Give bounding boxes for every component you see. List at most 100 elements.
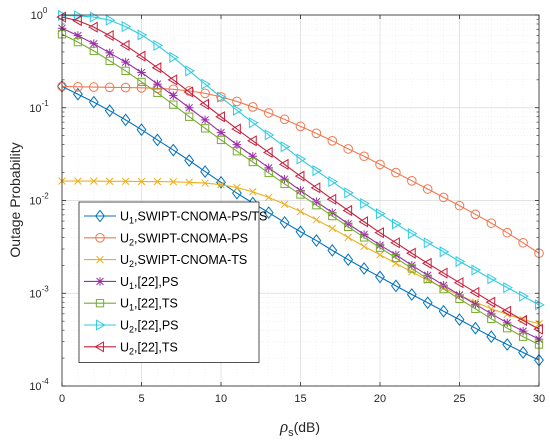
data-point <box>391 167 401 178</box>
data-point <box>312 165 323 177</box>
data-point <box>280 141 291 153</box>
data-point <box>406 288 417 301</box>
data-point <box>518 237 528 248</box>
data-point <box>392 259 400 268</box>
data-point <box>73 10 84 22</box>
data-point <box>153 88 162 97</box>
data-point <box>248 102 258 112</box>
legend-label: U2,SWIPT-CNOMA-TS <box>120 253 247 269</box>
data-point <box>280 200 289 209</box>
data-point <box>375 270 385 284</box>
data-point <box>200 115 210 125</box>
data-point <box>153 177 162 186</box>
data-point <box>437 267 448 279</box>
data-point <box>343 253 354 267</box>
data-point <box>502 318 512 328</box>
legend-label: U1,[22],TS <box>120 297 178 313</box>
legend-swatch-marker <box>95 233 105 243</box>
data-point <box>169 100 178 109</box>
data-point <box>90 177 98 185</box>
data-point <box>439 284 448 294</box>
data-point <box>344 222 353 231</box>
data-point <box>263 206 274 220</box>
x-tick-label: 0 <box>59 393 65 405</box>
data-point <box>455 294 464 304</box>
data-point <box>438 304 449 318</box>
data-point <box>375 243 385 252</box>
data-point <box>248 157 257 167</box>
legend-label: U1,[22],PS <box>120 275 179 291</box>
data-point <box>454 313 465 327</box>
data-point <box>104 82 115 93</box>
data-point <box>344 233 352 242</box>
data-point <box>232 104 243 116</box>
data-point <box>296 207 305 216</box>
data-point <box>486 218 497 228</box>
data-point <box>422 184 433 194</box>
x-axis-label: ρs(dB) <box>279 417 320 439</box>
data-point <box>535 299 545 311</box>
data-point <box>502 338 513 351</box>
legend-item: U1,[22],PS <box>84 275 179 291</box>
x-tick-label: 5 <box>138 393 144 405</box>
legend-item: U1,SWIPT-CNOMA-PS/TS <box>84 210 267 226</box>
data-point <box>151 62 162 74</box>
data-point <box>359 151 369 162</box>
y-tick-label: 10-4 <box>29 377 49 393</box>
data-point <box>391 253 401 263</box>
data-point <box>278 158 289 171</box>
legend-swatch-marker <box>95 209 105 223</box>
data-point <box>311 128 322 139</box>
data-point <box>502 227 513 238</box>
series-line <box>61 33 540 346</box>
data-point <box>216 128 226 137</box>
data-point <box>264 168 273 178</box>
series-line <box>61 85 540 254</box>
tick-labels: 0 5 10 15 20 25 30 100 10-1 10-2 10-3 10-4 <box>29 6 545 405</box>
data-point <box>232 147 242 156</box>
data-point <box>120 82 131 93</box>
data-point <box>249 188 257 196</box>
x-tick-label: 10 <box>215 393 227 405</box>
data-point <box>312 201 321 210</box>
ticks <box>61 14 540 387</box>
y-tick-label: 10-2 <box>29 192 49 208</box>
data-point <box>201 179 209 187</box>
legend-label: U2,SWIPT-CNOMA-PS <box>120 231 248 247</box>
data-point <box>343 144 354 154</box>
data-point <box>72 87 83 101</box>
data-point <box>503 282 513 294</box>
data-point <box>201 78 211 90</box>
data-point <box>421 257 432 269</box>
data-point <box>103 29 114 42</box>
series-1 <box>57 79 544 367</box>
data-point <box>487 273 498 285</box>
data-point <box>469 286 480 299</box>
data-point <box>439 246 450 258</box>
data-point <box>453 277 464 289</box>
data-point <box>72 15 82 27</box>
data-point <box>119 39 130 52</box>
legend: U1,SWIPT-CNOMA-PS/TS U2,SWIPT-CNOMA-PS U2,… <box>78 201 267 364</box>
data-point <box>89 39 99 49</box>
data-point <box>264 163 273 173</box>
data-point <box>137 177 146 186</box>
series-7 <box>56 11 543 335</box>
data-point <box>471 300 480 309</box>
data-point <box>104 104 115 118</box>
data-point <box>280 174 289 184</box>
series-line <box>61 14 540 306</box>
data-point <box>216 175 226 189</box>
data-point <box>376 208 386 220</box>
data-point <box>487 314 496 323</box>
legend-label: U1,SWIPT-CNOMA-PS/TS <box>120 210 267 226</box>
data-point <box>184 154 195 167</box>
data-point <box>89 46 98 56</box>
data-point <box>88 21 98 33</box>
data-point <box>518 346 529 359</box>
y-axis-label: Outage Probability <box>7 142 23 257</box>
data-point <box>374 227 384 239</box>
data-point <box>199 98 210 110</box>
data-point <box>295 121 306 132</box>
data-point <box>105 48 114 58</box>
